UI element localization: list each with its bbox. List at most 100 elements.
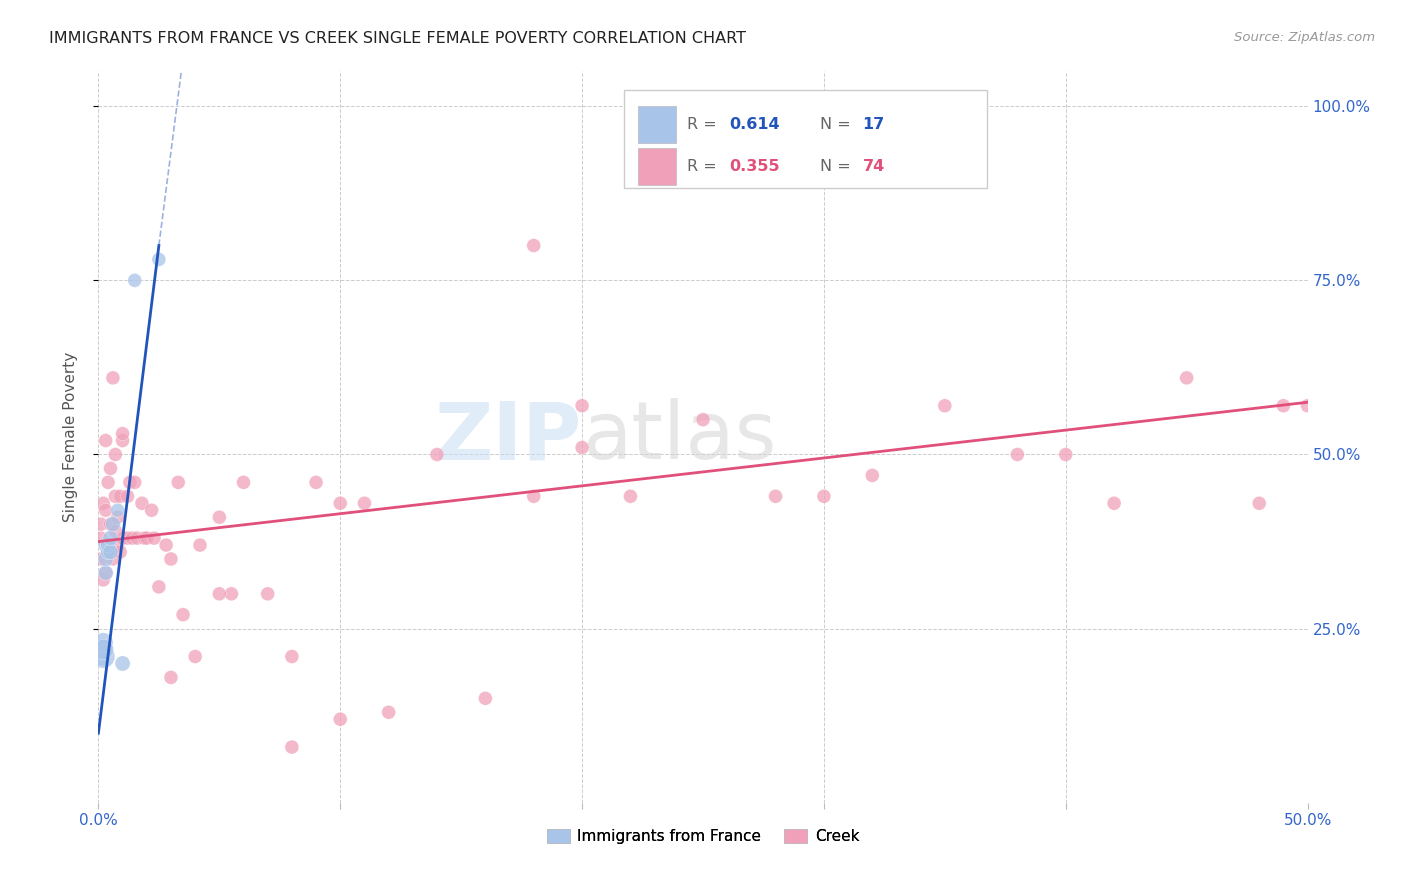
FancyBboxPatch shape <box>624 90 987 188</box>
Text: 0.614: 0.614 <box>730 117 780 132</box>
Point <box>111 426 134 441</box>
Point <box>134 531 156 545</box>
Point <box>377 705 399 719</box>
Point <box>100 545 122 559</box>
Point <box>934 399 956 413</box>
Point <box>1007 448 1029 462</box>
Point <box>426 448 449 462</box>
Point <box>111 434 134 448</box>
Point <box>692 412 714 426</box>
Point <box>1296 399 1319 413</box>
Point <box>305 475 328 490</box>
Text: Source: ZipAtlas.com: Source: ZipAtlas.com <box>1234 31 1375 45</box>
Point <box>108 489 131 503</box>
Point <box>94 552 117 566</box>
Point <box>160 552 183 566</box>
Point <box>90 517 112 532</box>
Point <box>90 649 112 664</box>
Point <box>353 496 375 510</box>
Text: R =: R = <box>688 117 723 132</box>
Point <box>91 649 114 664</box>
Point <box>107 503 129 517</box>
Point <box>107 510 129 524</box>
Point <box>184 649 207 664</box>
Point <box>121 531 143 545</box>
Point <box>100 461 122 475</box>
Point <box>571 441 593 455</box>
Point <box>97 545 120 559</box>
Point <box>1054 448 1077 462</box>
Text: R =: R = <box>688 159 723 174</box>
Point <box>91 635 114 649</box>
Point <box>101 552 124 566</box>
Point <box>100 531 122 545</box>
Point <box>474 691 496 706</box>
Point <box>97 538 120 552</box>
Point <box>104 524 127 538</box>
Text: ZIP: ZIP <box>434 398 582 476</box>
Point <box>104 489 127 503</box>
Point <box>281 649 304 664</box>
Point <box>1102 496 1125 510</box>
Point <box>111 531 134 545</box>
Point <box>256 587 278 601</box>
Point <box>188 538 211 552</box>
Point <box>281 740 304 755</box>
Point <box>167 475 190 490</box>
Text: IMMIGRANTS FROM FRANCE VS CREEK SINGLE FEMALE POVERTY CORRELATION CHART: IMMIGRANTS FROM FRANCE VS CREEK SINGLE F… <box>49 31 747 46</box>
Point <box>148 252 170 267</box>
Point <box>160 670 183 684</box>
Point <box>101 517 124 532</box>
Point <box>523 489 546 503</box>
Point <box>107 538 129 552</box>
Point <box>91 573 114 587</box>
Point <box>155 538 177 552</box>
Point <box>172 607 194 622</box>
Text: atlas: atlas <box>582 398 776 476</box>
Point <box>1175 371 1198 385</box>
Point <box>619 489 641 503</box>
Point <box>131 496 153 510</box>
Point <box>94 434 117 448</box>
Point <box>135 531 157 545</box>
Point <box>329 496 352 510</box>
Point <box>94 566 117 580</box>
Point <box>124 475 146 490</box>
Point <box>143 531 166 545</box>
Text: N =: N = <box>820 159 856 174</box>
Point <box>97 545 120 559</box>
Point <box>523 238 546 252</box>
Point <box>94 538 117 552</box>
Text: 0.355: 0.355 <box>730 159 780 174</box>
Text: N =: N = <box>820 117 856 132</box>
Point <box>232 475 254 490</box>
Text: 17: 17 <box>863 117 884 132</box>
FancyBboxPatch shape <box>638 106 676 143</box>
Point <box>221 587 243 601</box>
Point <box>117 531 139 545</box>
Point <box>148 580 170 594</box>
Point <box>813 489 835 503</box>
Point <box>91 496 114 510</box>
Point <box>100 517 122 532</box>
Point <box>90 552 112 566</box>
Point <box>104 448 127 462</box>
Y-axis label: Single Female Poverty: Single Female Poverty <box>63 352 77 522</box>
Point <box>94 503 117 517</box>
Point <box>117 489 139 503</box>
Point <box>571 399 593 413</box>
Point <box>860 468 883 483</box>
Point <box>91 642 114 657</box>
Point <box>97 475 120 490</box>
Text: 74: 74 <box>863 159 884 174</box>
Point <box>101 371 124 385</box>
Point <box>208 587 231 601</box>
Point <box>124 273 146 287</box>
FancyBboxPatch shape <box>638 148 676 185</box>
Point <box>208 510 231 524</box>
Point <box>108 545 131 559</box>
Point <box>1249 496 1271 510</box>
Point <box>141 503 163 517</box>
Point <box>111 657 134 671</box>
Point <box>118 475 141 490</box>
